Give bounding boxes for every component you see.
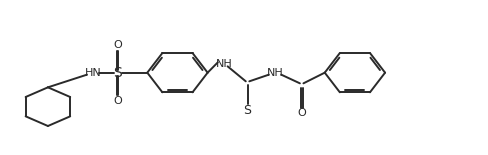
- Text: O: O: [297, 108, 306, 118]
- Text: S: S: [113, 66, 122, 80]
- Text: O: O: [113, 96, 122, 106]
- Text: HN: HN: [85, 68, 102, 78]
- Text: S: S: [244, 104, 251, 117]
- Text: NH: NH: [216, 59, 232, 69]
- Text: NH: NH: [266, 68, 284, 78]
- Text: O: O: [113, 40, 122, 50]
